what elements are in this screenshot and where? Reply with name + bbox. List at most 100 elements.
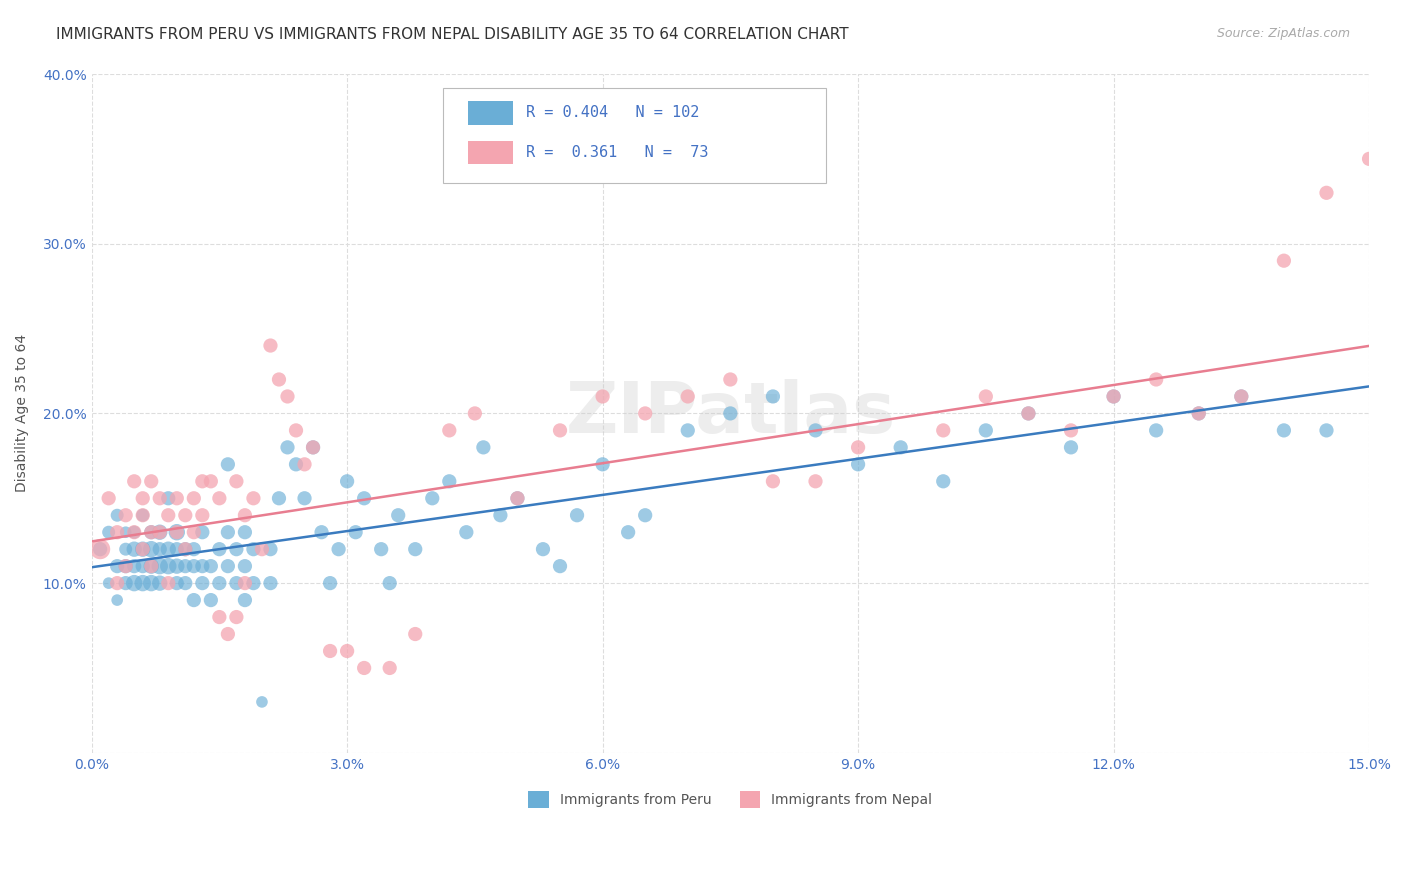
Point (974, 389, 997, 403)
Point (506, 491, 529, 506)
Point (1144, 424, 1167, 438)
Point (132, 491, 155, 506)
Point (105, 508, 128, 523)
Point (217, 559, 239, 574)
Point (141, 525, 163, 540)
Point (200, 559, 222, 574)
Point (311, 525, 333, 540)
Point (804, 475, 827, 489)
Point (122, 542, 145, 557)
Point (932, 424, 955, 438)
Point (548, 424, 571, 438)
Point (617, 525, 640, 540)
Point (932, 475, 955, 489)
Point (149, 491, 172, 506)
Point (592, 458, 614, 472)
Point (183, 559, 205, 574)
Point (420, 491, 443, 506)
Point (166, 491, 188, 506)
Point (217, 627, 239, 641)
Point (183, 491, 205, 506)
Point (1017, 406, 1039, 420)
Point (344, 525, 367, 540)
Point (259, 542, 281, 557)
Point (132, 542, 155, 557)
Point (1400, 389, 1406, 403)
FancyBboxPatch shape (468, 101, 513, 125)
Point (200, 475, 222, 489)
Point (166, 559, 188, 574)
Y-axis label: Disability Age 35 to 64: Disability Age 35 to 64 (15, 334, 30, 492)
Point (285, 424, 308, 438)
Point (174, 542, 197, 557)
Point (259, 338, 281, 352)
Point (804, 424, 827, 438)
Point (208, 576, 231, 591)
Point (174, 559, 197, 574)
Point (114, 576, 136, 591)
Point (132, 576, 155, 591)
Point (174, 542, 197, 557)
Point (404, 542, 426, 557)
Point (225, 475, 247, 489)
Point (285, 458, 308, 472)
Point (267, 372, 290, 386)
Text: R =  0.361   N =  73: R = 0.361 N = 73 (526, 145, 709, 160)
Point (122, 475, 145, 489)
Point (225, 576, 247, 591)
Point (370, 542, 392, 557)
Point (328, 542, 350, 557)
FancyBboxPatch shape (443, 87, 827, 183)
Point (114, 508, 136, 523)
Point (217, 458, 239, 472)
Point (1358, 152, 1381, 166)
Point (336, 475, 359, 489)
Point (97, 525, 120, 540)
Point (353, 661, 375, 675)
Point (233, 593, 256, 607)
Text: ZIPatlas: ZIPatlas (565, 379, 896, 448)
Point (191, 559, 214, 574)
Point (166, 525, 188, 540)
Point (166, 525, 188, 540)
Point (890, 441, 912, 455)
Point (250, 695, 273, 709)
Point (353, 491, 375, 506)
Point (267, 491, 290, 506)
Point (122, 559, 145, 574)
Point (225, 610, 247, 624)
Point (122, 525, 145, 540)
Point (718, 372, 741, 386)
Point (141, 559, 163, 574)
Point (336, 644, 359, 658)
Point (472, 441, 495, 455)
Point (319, 576, 342, 591)
Point (1188, 406, 1211, 420)
Point (89, 542, 111, 557)
Point (1102, 389, 1125, 403)
Point (319, 644, 342, 658)
Point (250, 542, 273, 557)
Point (302, 441, 325, 455)
Point (233, 576, 256, 591)
Legend: Immigrants from Peru, Immigrants from Nepal: Immigrants from Peru, Immigrants from Ne… (523, 786, 938, 814)
Point (676, 389, 699, 403)
Point (157, 559, 180, 574)
Point (1102, 389, 1125, 403)
Point (183, 593, 205, 607)
Point (122, 525, 145, 540)
Text: Source: ZipAtlas.com: Source: ZipAtlas.com (1216, 27, 1350, 40)
Point (132, 542, 155, 557)
Point (141, 576, 163, 591)
Point (174, 508, 197, 523)
Point (439, 475, 461, 489)
Point (141, 525, 163, 540)
Point (208, 542, 231, 557)
Point (149, 525, 172, 540)
Point (1060, 424, 1083, 438)
Point (1144, 372, 1167, 386)
Text: R = 0.404   N = 102: R = 0.404 N = 102 (526, 105, 699, 120)
Point (89, 542, 111, 557)
Point (1315, 186, 1337, 200)
Point (174, 576, 197, 591)
